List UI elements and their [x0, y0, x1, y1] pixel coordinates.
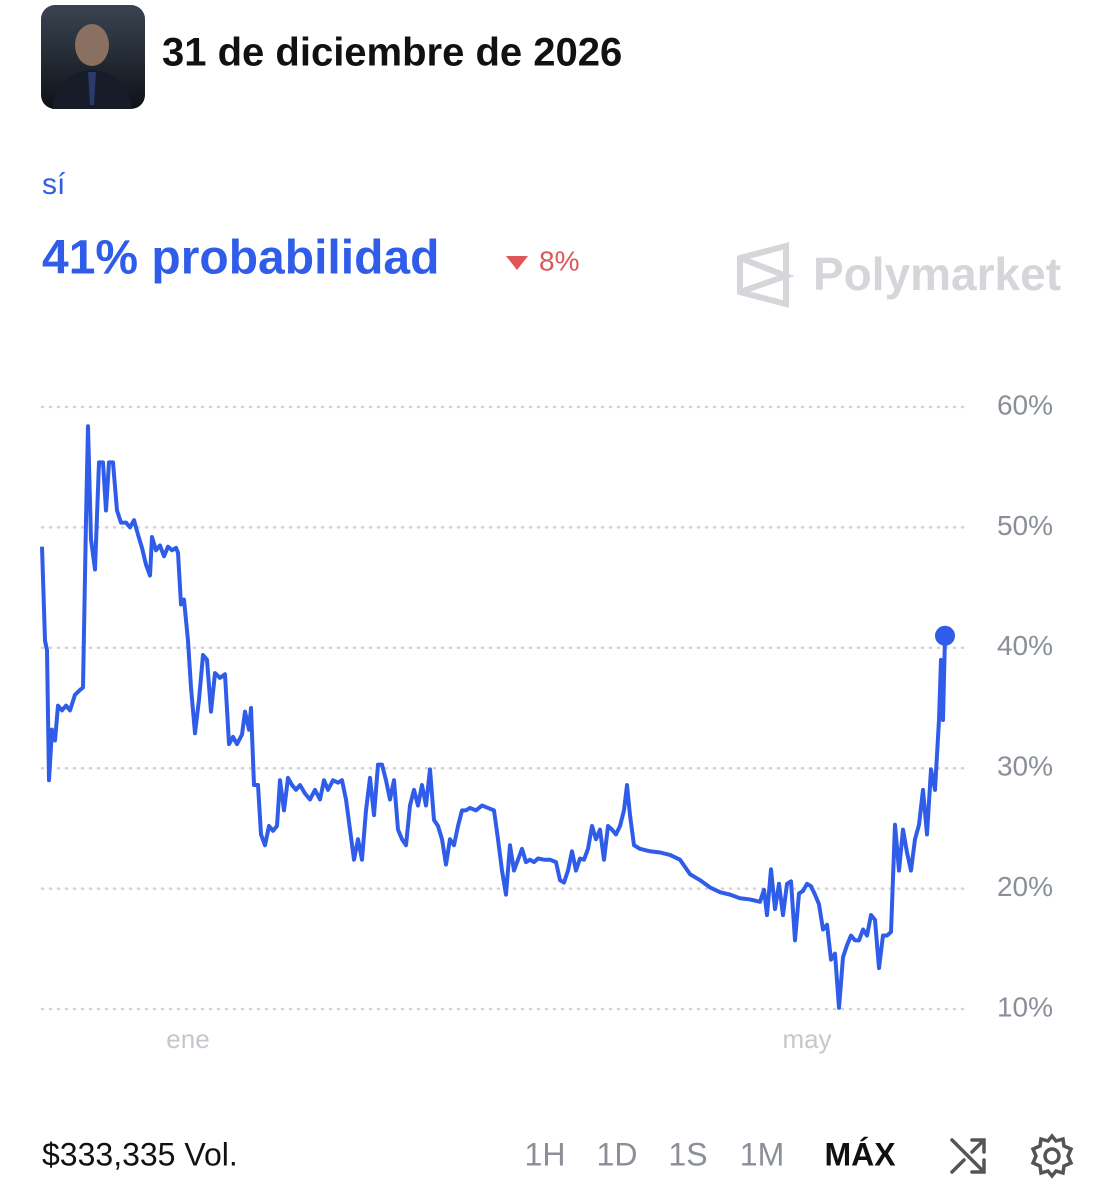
y-tick-label: 10% — [997, 991, 1053, 1022]
y-tick-label: 50% — [997, 510, 1053, 541]
title: 31 de diciembre de 2026 — [162, 31, 622, 75]
brand-logo — [737, 242, 795, 308]
price-line — [40, 424, 947, 1010]
last-point — [935, 625, 955, 646]
volume: $333,335 Vol. — [42, 1136, 238, 1172]
range-button[interactable]: 1H — [525, 1136, 566, 1172]
range-button[interactable]: MÁX — [824, 1136, 896, 1172]
y-tick-label: 60% — [997, 389, 1053, 420]
range-button[interactable]: 1D — [597, 1136, 638, 1172]
range-button[interactable]: 1M — [740, 1136, 784, 1172]
change: 8% — [539, 245, 579, 276]
avatar — [41, 5, 145, 109]
brand: Polymarket — [813, 248, 1061, 300]
settings-button[interactable] — [1030, 1133, 1074, 1179]
y-tick-label: 30% — [997, 751, 1053, 782]
x-tick-label: may — [782, 1024, 831, 1054]
down-arrow — [506, 256, 528, 270]
outcome-label: sí — [42, 168, 66, 201]
shuffle-button[interactable] — [950, 1138, 986, 1174]
range-button[interactable]: 1S — [668, 1136, 707, 1172]
y-tick-label: 20% — [997, 871, 1053, 902]
y-tick-label: 40% — [997, 630, 1053, 661]
probability: 41% probabilidad — [42, 232, 439, 285]
x-tick-label: ene — [166, 1024, 209, 1054]
